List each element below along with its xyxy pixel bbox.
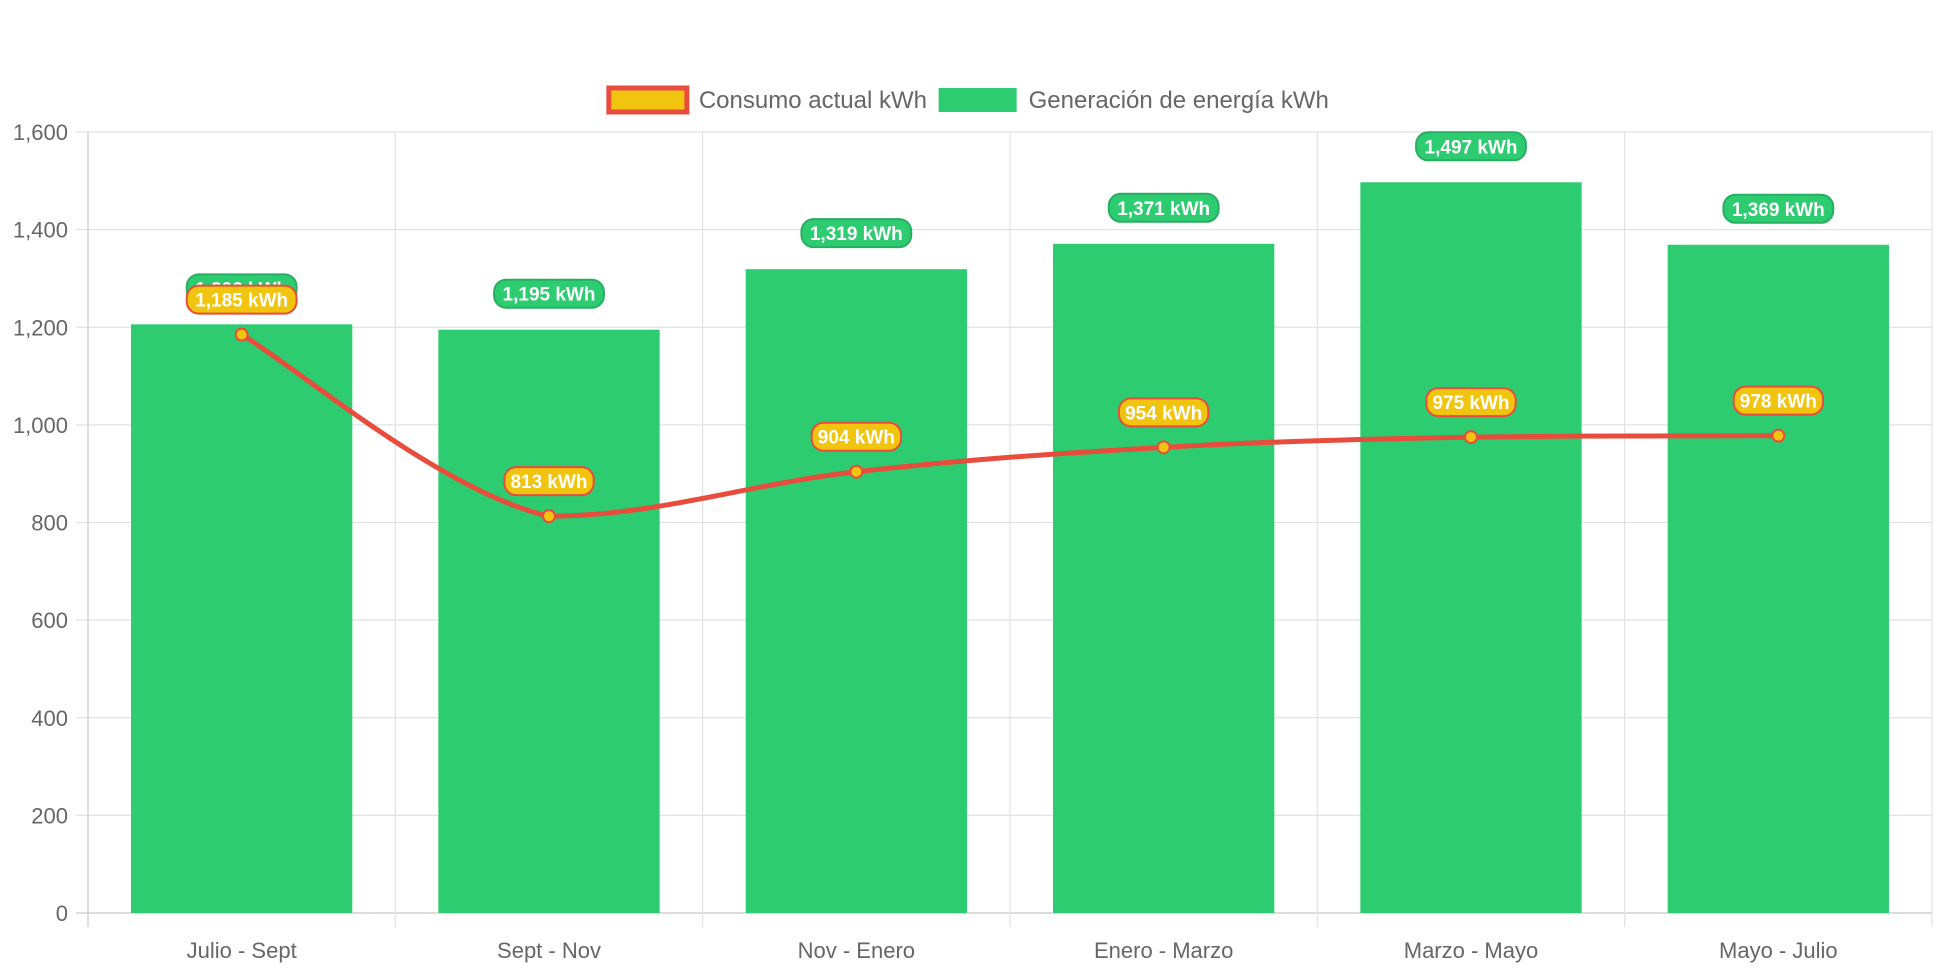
x-tick-label: Enero - Marzo (1094, 938, 1233, 963)
bar-generacion (1667, 244, 1889, 913)
x-tick-label: Mayo - Julio (1719, 938, 1838, 963)
point-consumo (234, 327, 249, 342)
data-label-badge (1415, 131, 1527, 162)
bar-generacion (438, 329, 660, 913)
data-label-badge (1117, 397, 1210, 428)
data-label: 975 kWh (1432, 393, 1509, 414)
y-tick-label: 1,000 (13, 413, 68, 438)
data-label: 1,185 kWh (195, 291, 288, 312)
data-label: 1,195 kWh (503, 285, 596, 306)
axes: 0 200 400 600 800 1,000 1,200 1,400 1,600 Julio -… (13, 120, 1838, 963)
line-consumo (239, 332, 1781, 519)
bar-generacion (131, 324, 353, 913)
data-label-badge (1732, 385, 1825, 416)
y-tick-label: 0 (56, 901, 68, 926)
x-tick-label: Julio - Sept (187, 938, 297, 963)
x-tick-label: Marzo - Mayo (1404, 938, 1538, 963)
bar-generacion (1053, 243, 1275, 913)
data-label: 1,369 kWh (1732, 200, 1825, 221)
bar-series-generacion (131, 182, 1889, 914)
bar-generacion (745, 269, 967, 914)
data-label-badge (185, 284, 298, 315)
data-label-badge (1107, 192, 1220, 223)
data-label-badge (1722, 193, 1835, 224)
y-tick-label: 400 (31, 706, 68, 731)
y-tick-label: 1,600 (13, 120, 68, 145)
data-label: 813 kWh (510, 472, 587, 493)
legend-label-generacion: Generación de energía kWh (1029, 87, 1329, 114)
data-label: 1,497 kWh (1425, 137, 1518, 158)
point-consumo (1464, 430, 1478, 445)
grid-lines (76, 131, 1933, 927)
data-label-badge (800, 218, 913, 249)
y-tick-label: 200 (31, 803, 68, 828)
data-label: 978 kWh (1740, 392, 1817, 413)
data-label: 954 kWh (1125, 403, 1202, 424)
legend-swatch-generacion (938, 88, 1017, 112)
line-series-consumo (234, 327, 1786, 524)
bar-generacion (1360, 182, 1582, 914)
data-label-badge (493, 278, 605, 309)
data-label: 904 kWh (818, 428, 895, 449)
legend-label-consumo: Consumo actual kWh (699, 87, 927, 114)
x-tick-label: Sept - Nov (497, 938, 601, 963)
point-consumo (1156, 440, 1171, 455)
data-label: 1,371 kWh (1117, 199, 1210, 220)
y-tick-label: 800 (31, 511, 68, 536)
y-tick-label: 1,200 (13, 315, 68, 340)
point-consumo (849, 464, 864, 479)
x-tick-label: Nov - Enero (798, 938, 915, 963)
data-label-badge (1425, 387, 1517, 418)
data-label-badge (810, 421, 903, 452)
y-tick-label: 1,400 (13, 218, 68, 243)
point-consumo (1771, 428, 1786, 443)
legend[interactable]: Consumo actual kWh Generación de energía … (606, 85, 1329, 115)
legend-swatch-consumo (606, 85, 690, 115)
y-tick-label: 600 (31, 608, 68, 633)
data-label: 1,319 kWh (810, 224, 903, 245)
data-label-badge (503, 466, 595, 497)
point-consumo (542, 509, 556, 524)
